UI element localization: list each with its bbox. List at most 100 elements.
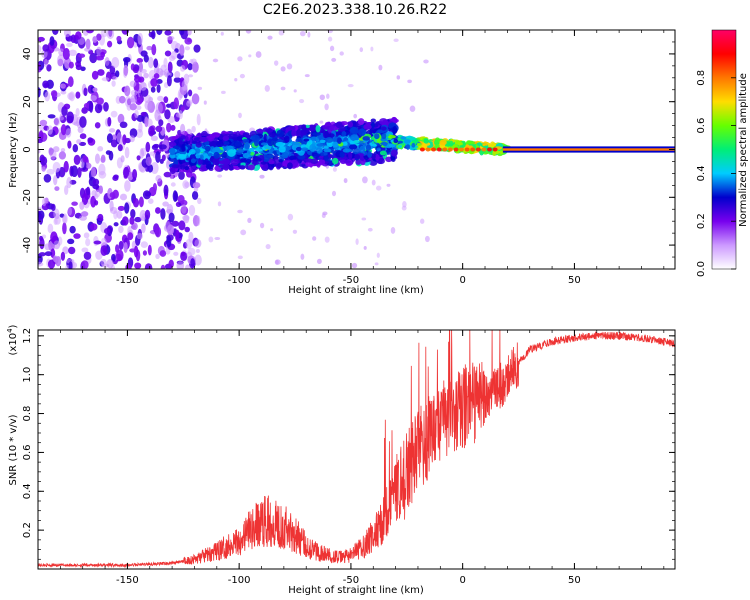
snr-x-label: Height of straight line (km) xyxy=(288,585,424,596)
heatmap-cell xyxy=(111,80,116,87)
heatmap-cell xyxy=(409,105,416,112)
heatmap-cell xyxy=(365,144,372,151)
heatmap-cell xyxy=(237,209,243,214)
heatmap-cell xyxy=(79,116,87,128)
heatmap-cell xyxy=(155,102,163,114)
heatmap-cell xyxy=(237,255,243,260)
heatmap-cell xyxy=(129,80,137,88)
heatmap-cell xyxy=(195,141,202,148)
heatmap-cell xyxy=(263,133,268,142)
heatmap-cell xyxy=(44,251,53,257)
heatmap-cell xyxy=(104,227,111,235)
heatmap-cell xyxy=(151,144,159,151)
heatmap-cell xyxy=(301,124,307,131)
heatmap-cell xyxy=(170,50,178,60)
heatmap-cell xyxy=(362,176,368,184)
x-tick-label: 50 xyxy=(568,575,581,586)
heatmap-cell xyxy=(136,155,141,161)
heatmap-cell xyxy=(459,147,464,152)
heatmap-cell xyxy=(342,148,351,153)
heatmap-cell xyxy=(319,120,324,124)
heatmap-cell xyxy=(276,163,282,169)
heatmap-cell xyxy=(38,149,41,154)
heatmap-cell xyxy=(326,93,330,99)
heatmap-cell xyxy=(134,109,139,119)
heatmap-cell xyxy=(188,74,194,78)
heatmap-cell xyxy=(85,38,91,50)
heatmap-cell xyxy=(94,200,99,206)
heatmap-cell xyxy=(184,37,193,45)
heatmap-cell xyxy=(170,182,176,187)
heatmap-cell xyxy=(49,36,55,46)
heatmap-cell xyxy=(246,150,251,156)
heatmap-cell xyxy=(63,30,71,38)
snr-multiplier-base: (x10 xyxy=(8,333,19,356)
heatmap-cell xyxy=(180,123,186,135)
snr-multiplier-close: ) xyxy=(8,324,19,328)
heatmap-cell xyxy=(94,193,99,199)
heatmap-cell xyxy=(142,250,147,256)
heatmap-cell xyxy=(239,73,245,79)
heatmap-cell xyxy=(332,157,339,165)
heatmap-cell xyxy=(118,225,124,234)
snr-multiplier-exp: 4 xyxy=(6,328,14,333)
heatmap-cell xyxy=(116,210,123,219)
heatmap-cell xyxy=(199,136,208,143)
heatmap-cell xyxy=(339,151,345,158)
heatmap-cell xyxy=(191,125,196,133)
heatmap-cell xyxy=(374,133,380,140)
heatmap-cell xyxy=(163,96,169,104)
heatmap-cell xyxy=(151,30,156,40)
heatmap-cell xyxy=(221,151,228,159)
heatmap-cell xyxy=(97,213,104,222)
heatmap-cell xyxy=(106,258,114,269)
heatmap-cell xyxy=(267,35,273,40)
heatmap-cell xyxy=(255,51,262,58)
figure-title: C2E6.2023.338.10.26.R22 xyxy=(263,2,447,18)
heatmap-cell xyxy=(481,147,487,152)
heatmap-cell xyxy=(94,153,101,164)
heatmap-cell xyxy=(328,154,333,158)
heatmap-cell xyxy=(145,141,151,153)
heatmap-cell xyxy=(93,240,102,245)
heatmap-cell xyxy=(94,103,103,114)
x-tick-label: 0 xyxy=(459,575,465,586)
heatmap-cell xyxy=(162,201,169,207)
heatmap-cell xyxy=(235,136,244,142)
heatmap-cell xyxy=(155,175,162,182)
heatmap-cell xyxy=(101,77,110,82)
heatmap-cell xyxy=(92,36,98,43)
y-tick-label: 0.8 xyxy=(22,406,33,422)
heatmap-cell xyxy=(46,79,54,90)
heatmap-cell xyxy=(138,122,143,133)
y-tick-label: 0.2 xyxy=(22,522,33,538)
heatmap-cell xyxy=(68,49,77,57)
heatmap-cell xyxy=(117,113,125,124)
heatmap-cell xyxy=(212,58,219,63)
heatmap-cell xyxy=(50,248,56,258)
heatmap-cell xyxy=(98,185,103,194)
heatmap-cell xyxy=(253,139,260,147)
heatmap-cell xyxy=(164,30,172,36)
heatmap-cell xyxy=(159,70,167,76)
heatmap-cell xyxy=(402,201,407,208)
heatmap-cell xyxy=(140,241,148,248)
heatmap-cell xyxy=(89,223,98,231)
heatmap-cell xyxy=(254,157,262,162)
heatmap-cell xyxy=(53,175,58,186)
heatmap-cell xyxy=(171,40,179,51)
heatmap-cell xyxy=(230,158,239,166)
heatmap-cell xyxy=(66,111,74,123)
snr-plot-area xyxy=(38,330,675,569)
heatmap-cell xyxy=(39,237,45,250)
heatmap-cell xyxy=(55,255,62,267)
heatmap-cell xyxy=(129,216,135,225)
heatmap-cell xyxy=(188,204,196,216)
heatmap-cell xyxy=(467,141,476,145)
heatmap-cell xyxy=(354,154,361,160)
heatmap-cell xyxy=(205,145,211,151)
heatmap-cell xyxy=(348,151,353,160)
heatmap-cell xyxy=(174,71,181,79)
heatmap-cell xyxy=(173,77,182,83)
x-tick-label: -50 xyxy=(343,275,359,286)
